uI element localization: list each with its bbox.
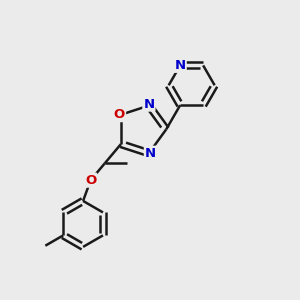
- Text: N: N: [143, 98, 155, 111]
- Text: O: O: [114, 108, 125, 121]
- Text: O: O: [85, 174, 96, 187]
- Text: N: N: [175, 59, 186, 72]
- Text: N: N: [145, 147, 156, 160]
